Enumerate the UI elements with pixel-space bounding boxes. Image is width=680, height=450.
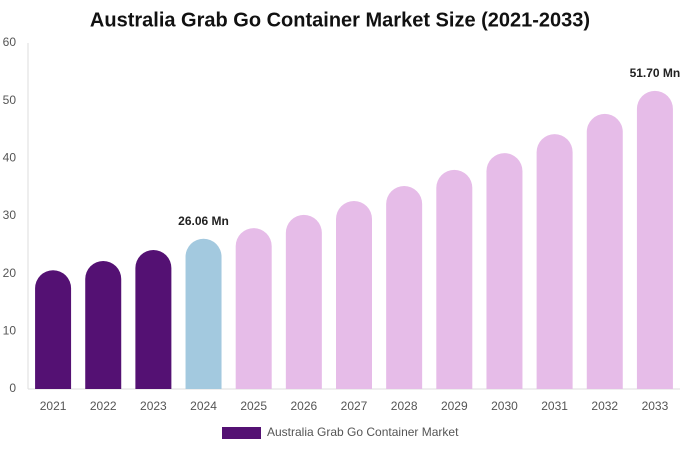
x-tick-label: 2027 bbox=[341, 399, 368, 413]
bar bbox=[285, 214, 322, 389]
x-tick-label: 2028 bbox=[391, 399, 418, 413]
x-tick-label: 2030 bbox=[491, 399, 518, 413]
x-tick-label: 2029 bbox=[441, 399, 468, 413]
bar bbox=[185, 238, 222, 389]
bar bbox=[636, 90, 673, 389]
y-tick-label: 20 bbox=[3, 266, 17, 280]
legend-swatch bbox=[222, 427, 261, 439]
x-tick-label: 2033 bbox=[642, 399, 669, 413]
x-tick-label: 2022 bbox=[90, 399, 117, 413]
y-tick-label: 10 bbox=[3, 324, 17, 338]
bar bbox=[436, 169, 473, 389]
bar bbox=[486, 153, 523, 389]
x-tick-label: 2023 bbox=[140, 399, 167, 413]
x-tick-label: 2026 bbox=[290, 399, 317, 413]
y-tick-label: 40 bbox=[3, 151, 17, 165]
bar bbox=[35, 270, 72, 389]
bar bbox=[536, 134, 573, 389]
legend-label: Australia Grab Go Container Market bbox=[267, 425, 459, 439]
bar bbox=[586, 113, 623, 389]
y-tick-label: 60 bbox=[3, 35, 17, 49]
y-tick-label: 50 bbox=[3, 93, 17, 107]
data-label: 51.70 Mn bbox=[630, 66, 680, 80]
bar bbox=[386, 186, 423, 389]
x-tick-label: 2021 bbox=[40, 399, 67, 413]
bar bbox=[85, 260, 122, 389]
y-tick-label: 30 bbox=[3, 208, 17, 222]
x-tick-label: 2024 bbox=[190, 399, 217, 413]
bar bbox=[135, 250, 172, 389]
y-tick-label: 0 bbox=[9, 381, 16, 395]
x-tick-label: 2031 bbox=[541, 399, 568, 413]
chart-title: Australia Grab Go Container Market Size … bbox=[90, 9, 590, 31]
bar bbox=[336, 201, 372, 389]
bar bbox=[235, 228, 272, 389]
data-label: 26.06 Mn bbox=[178, 214, 229, 228]
x-tick-label: 2025 bbox=[240, 399, 267, 413]
x-tick-label: 2032 bbox=[591, 399, 618, 413]
